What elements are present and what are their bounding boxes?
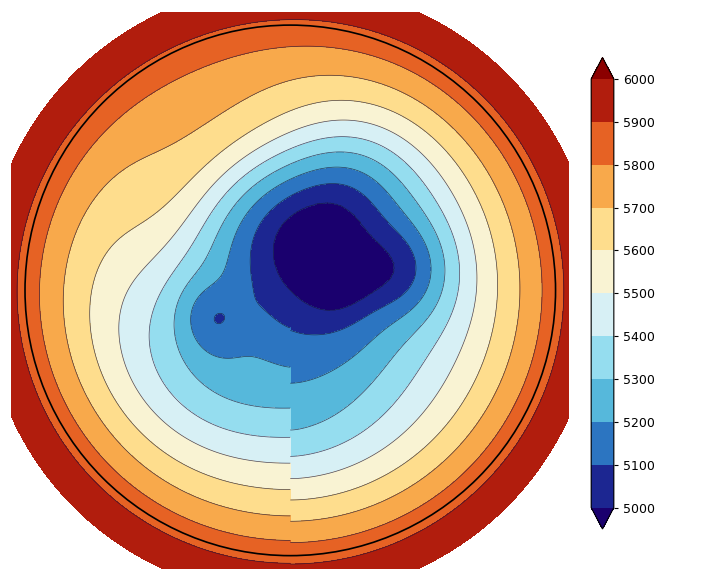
PathPatch shape (591, 58, 614, 79)
PathPatch shape (591, 508, 614, 529)
